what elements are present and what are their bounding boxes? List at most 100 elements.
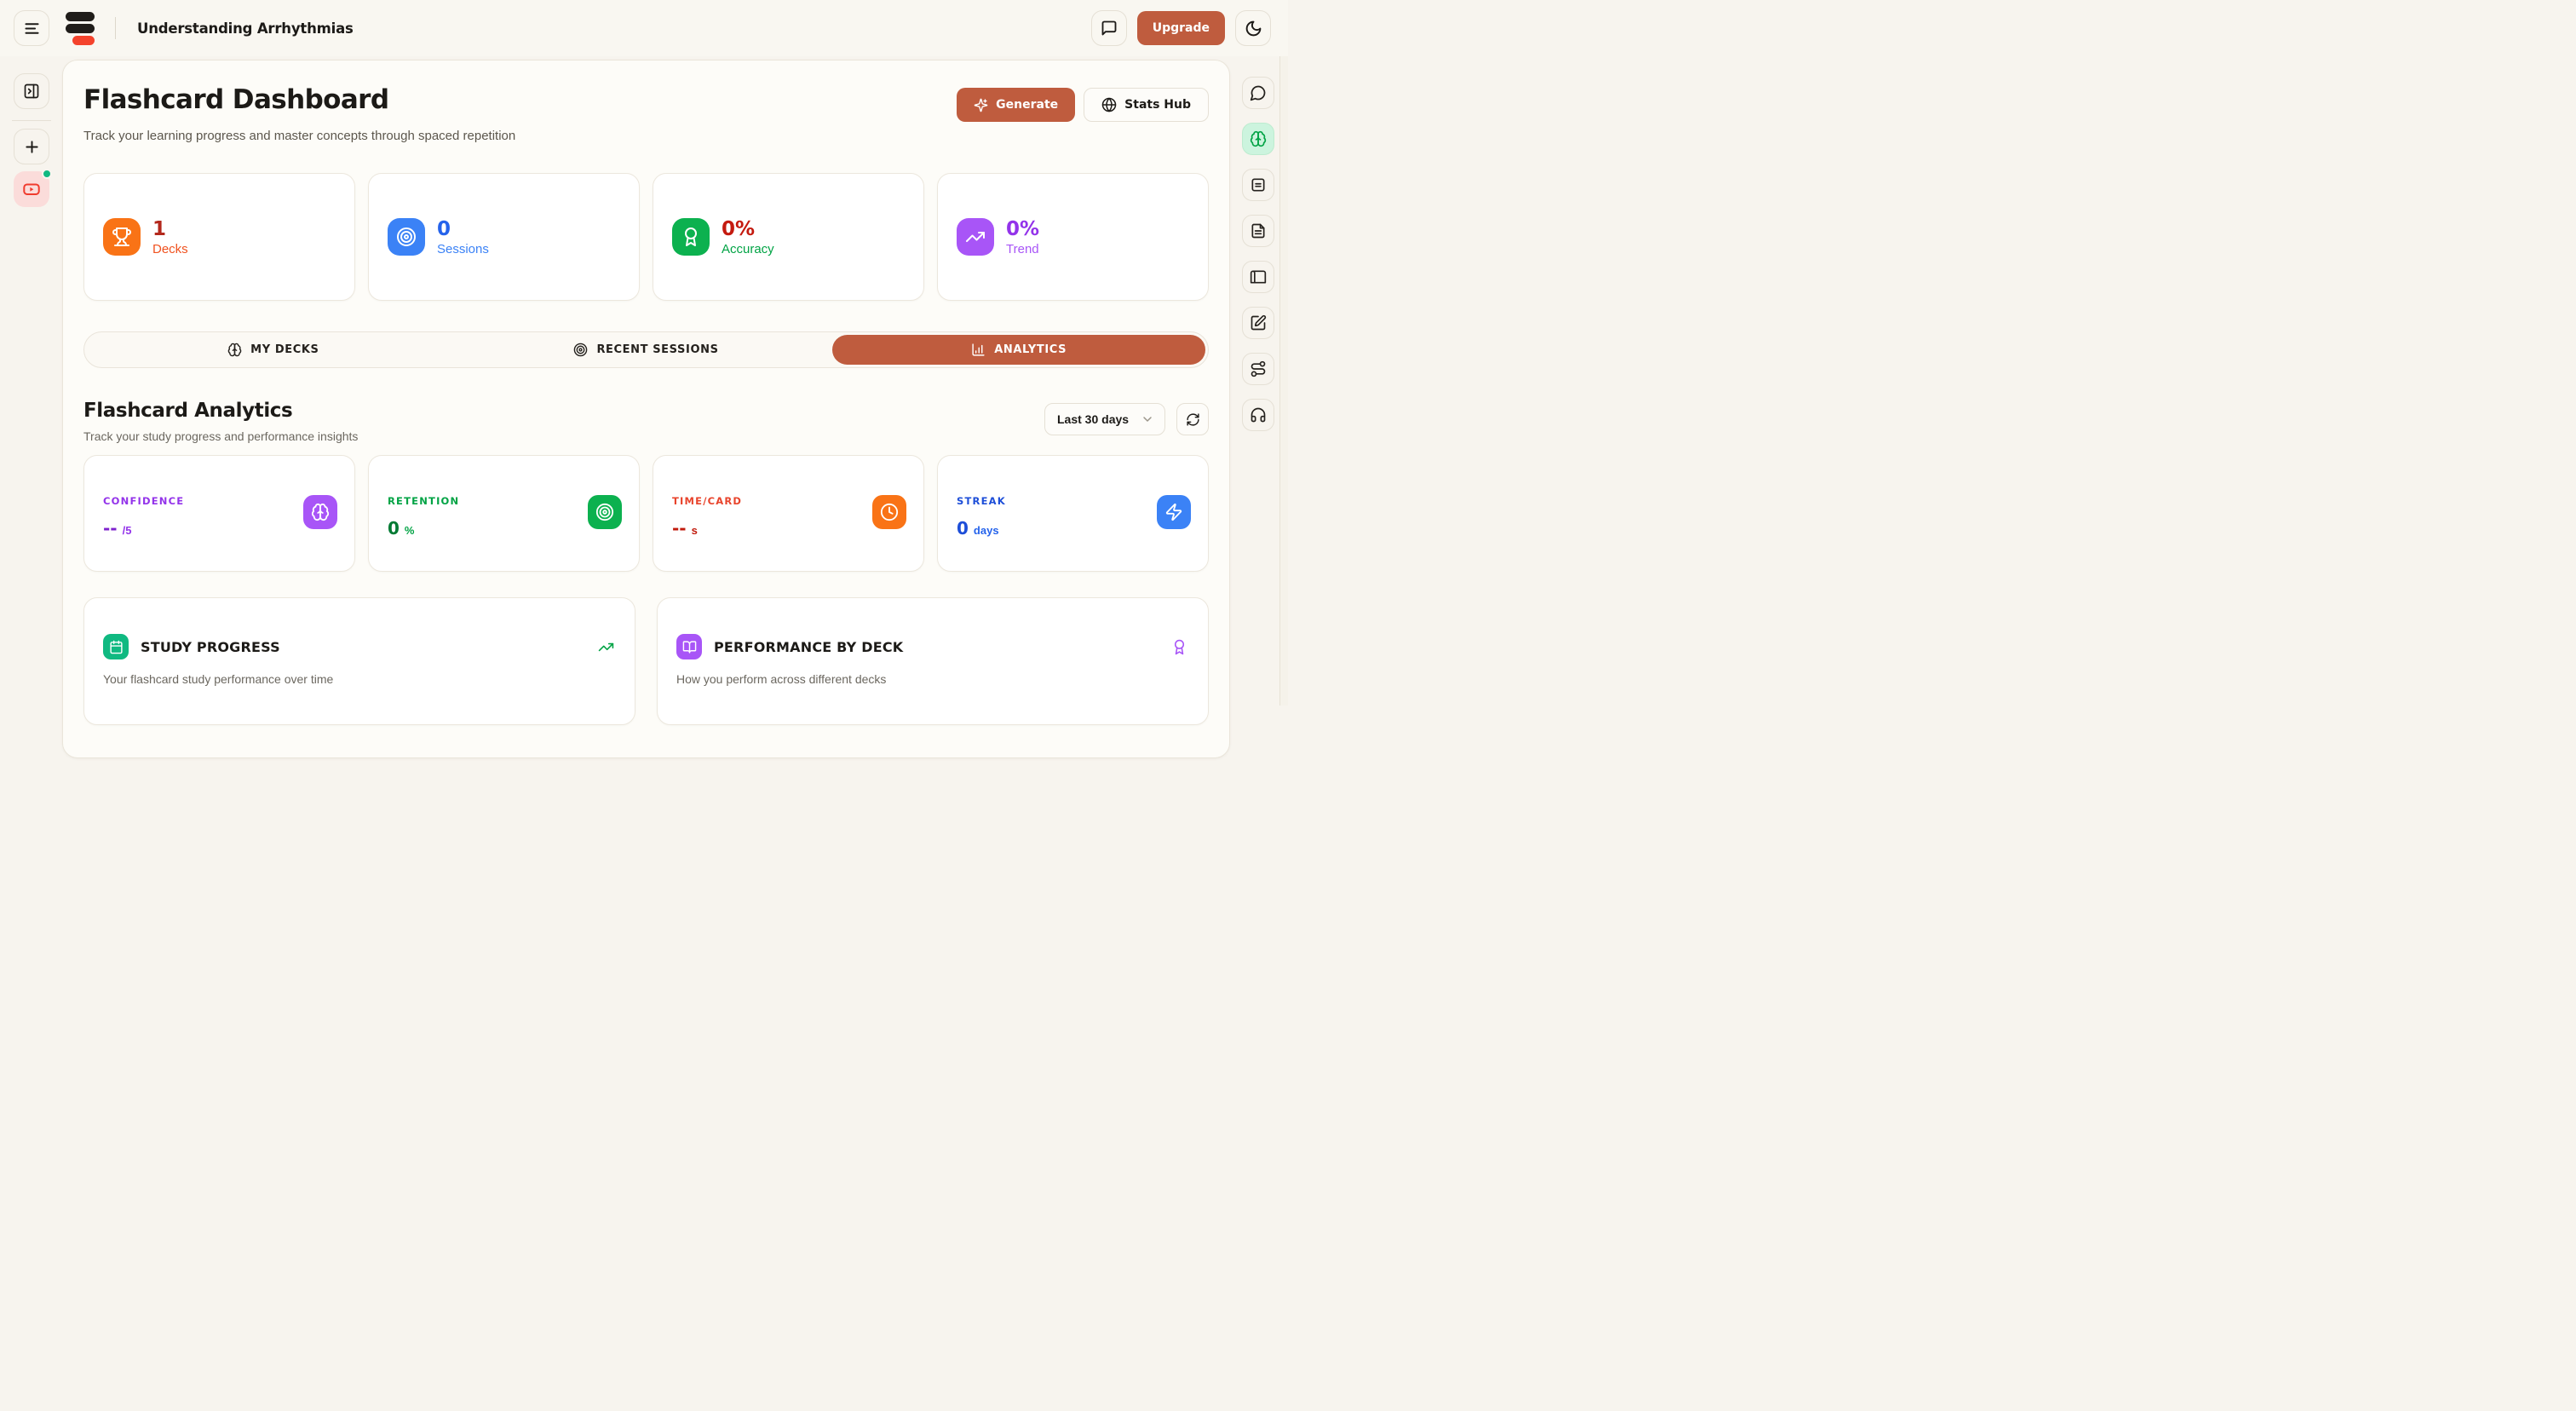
sessions-label: Sessions [437,241,489,256]
note-icon [1250,176,1267,193]
refresh-button[interactable] [1176,403,1209,435]
performance-by-deck-card: PERFORMANCE BY DECK How you perform acro… [657,597,1209,725]
performance-by-deck-subtitle: How you perform across different decks [676,672,887,686]
stat-card-decks: 1 Decks [83,173,355,301]
stat-card-sessions: 0 Sessions [368,173,640,301]
sparkles-icon [974,98,988,112]
tab-analytics[interactable]: ANALYTICS [832,335,1205,365]
generate-button[interactable]: Generate [957,88,1076,122]
trending-up-icon [598,639,614,655]
retention-unit: % [404,524,415,537]
dark-mode-toggle[interactable] [1235,10,1271,46]
retention-value: 0 [388,518,400,538]
target-icon [588,495,622,529]
accuracy-label: Accuracy [722,241,774,256]
tab-label: ANALYTICS [994,343,1067,356]
topbar: Understanding Arrhythmias Upgrade [0,0,1288,56]
youtube-source-button[interactable] [14,169,52,207]
flashcard-dashboard-panel: Flashcard Dashboard Track your learning … [62,60,1230,758]
brain-icon [227,343,242,357]
performance-by-deck-title: PERFORMANCE BY DECK [714,638,904,655]
stats-hub-button-label: Stats Hub [1124,98,1191,112]
streak-unit: days [973,524,999,537]
target-icon [388,218,425,256]
tab-my-decks[interactable]: MY DECKS [87,335,460,365]
online-status-dot [42,169,52,179]
scrollbar-gutter[interactable] [1280,56,1288,706]
topbar-divider [115,17,116,39]
document-title: Understanding Arrhythmias [137,20,354,37]
clock-icon [872,495,906,529]
rail-summary-button[interactable] [1242,215,1274,247]
rail-chat-button[interactable] [1242,77,1274,109]
zap-icon [1157,495,1191,529]
logo-bar-accent [72,35,95,45]
left-sidebar [12,73,52,207]
sessions-value: 0 [437,217,451,240]
date-range-select[interactable]: Last 30 days [1044,403,1165,435]
stats-hub-button[interactable]: Stats Hub [1084,88,1209,122]
decks-label: Decks [152,241,188,256]
decks-value: 1 [152,217,167,240]
date-range-value: Last 30 days [1057,412,1130,426]
metric-card-time-per-card: TIME/CARD -- s [653,455,924,572]
retention-label: RETENTION [388,495,460,507]
right-sidebar [1242,77,1274,431]
chevron-down-icon [1141,412,1154,426]
tab-recent-sessions[interactable]: RECENT SESSIONS [460,335,833,365]
analytics-subtitle: Track your study progress and performanc… [83,429,359,443]
rail-flashcards-button[interactable] [1242,123,1274,155]
youtube-icon [22,180,41,199]
logo-bar [66,11,95,21]
analytics-title: Flashcard Analytics [83,400,293,422]
confidence-unit: /5 [122,524,132,537]
upgrade-button[interactable]: Upgrade [1136,11,1225,45]
rail-book-button[interactable] [1242,261,1274,293]
metric-card-retention: RETENTION 0 % [368,455,640,572]
award-icon [672,218,710,256]
trophy-icon [103,218,141,256]
chat-bubble-icon [1250,84,1267,101]
edit-icon [1250,314,1267,331]
stat-card-trend: 0% Trend [937,173,1209,301]
target-icon [573,343,588,357]
study-progress-card: STUDY PROGRESS Your flashcard study perf… [83,597,635,725]
rail-notes-button[interactable] [1242,169,1274,201]
streak-value: 0 [957,518,969,538]
confidence-label: CONFIDENCE [103,495,185,507]
calendar-icon [103,634,129,659]
sidebar-toggle-button[interactable] [14,73,49,109]
page-subtitle: Track your learning progress and master … [83,129,516,143]
trend-value: 0% [1006,217,1040,240]
rail-audio-button[interactable] [1242,399,1274,431]
metrics-row: CONFIDENCE -- /5 RETENTION 0 % TIME/CARD [83,455,1209,572]
brain-icon [1250,130,1267,147]
award-icon [1171,639,1187,655]
headphones-icon [1250,406,1267,423]
stats-row: 1 Decks 0 Sessions 0% Accuracy 0% Trend [83,173,1209,301]
streak-label: STREAK [957,495,1006,507]
trend-label: Trend [1006,241,1039,256]
tab-label: MY DECKS [250,343,319,356]
book-icon [1250,268,1267,285]
time-card-value: -- [672,518,687,538]
rail-edit-button[interactable] [1242,307,1274,339]
dashboard-tabs: MY DECKS RECENT SESSIONS ANALYTICS [83,331,1209,368]
page-title: Flashcard Dashboard [83,84,389,115]
study-progress-title: STUDY PROGRESS [141,638,280,655]
globe-icon [1101,97,1117,112]
app-logo [66,11,95,45]
new-item-button[interactable] [14,129,49,164]
bar-chart-icon [971,343,986,357]
study-progress-subtitle: Your flashcard study performance over ti… [103,672,334,686]
time-card-unit: s [691,524,698,537]
chat-button[interactable] [1090,10,1127,46]
hamburger-menu-button[interactable] [14,10,49,46]
rail-mindmap-button[interactable] [1242,353,1274,385]
file-text-icon [1250,222,1267,239]
logo-bar [66,23,95,33]
right-edge-divider [1279,56,1280,706]
metric-card-streak: STREAK 0 days [937,455,1209,572]
route-icon [1250,360,1267,377]
trending-up-icon [957,218,994,256]
